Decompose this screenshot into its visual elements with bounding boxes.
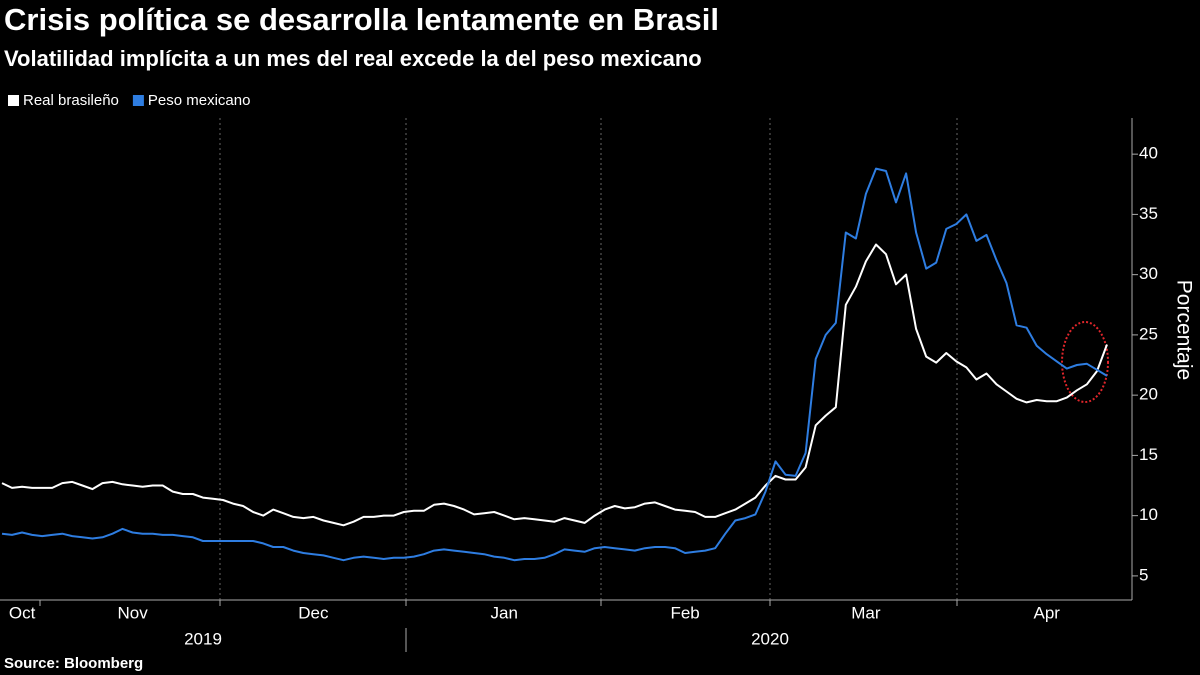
x-tick-label: Oct bbox=[9, 603, 36, 622]
legend-label: Peso mexicano bbox=[148, 92, 251, 109]
chart-title: Crisis política se desarrolla lentamente… bbox=[4, 2, 719, 37]
legend-swatch bbox=[132, 95, 144, 106]
y-tick-label: 15 bbox=[1139, 445, 1158, 464]
x-tick-label: Mar bbox=[851, 603, 881, 622]
x-tick-label: Dec bbox=[298, 603, 329, 622]
x-tick-label: Apr bbox=[1033, 603, 1060, 622]
line-series bbox=[1, 243, 1108, 527]
y-tick-label: 10 bbox=[1139, 505, 1158, 524]
y-tick-label: 35 bbox=[1139, 204, 1158, 223]
source: Source: Bloomberg bbox=[4, 655, 143, 672]
year-label: 2020 bbox=[751, 629, 789, 648]
y-axis-label: Porcentaje bbox=[1172, 280, 1195, 380]
x-tick-label: Nov bbox=[117, 603, 148, 622]
y-tick-label: 5 bbox=[1139, 565, 1148, 584]
y-tick-label: 30 bbox=[1139, 264, 1158, 283]
x-tick-label: Feb bbox=[670, 603, 699, 622]
x-axis bbox=[0, 118, 1133, 652]
line-series bbox=[1, 167, 1108, 562]
chart-subtitle: Volatilidad implícita a un mes del real … bbox=[4, 46, 702, 71]
legend-label: Real brasileño bbox=[23, 92, 119, 109]
y-tick-label: 40 bbox=[1139, 144, 1158, 163]
year-label: 2019 bbox=[184, 629, 222, 648]
y-tick-label: 25 bbox=[1139, 324, 1158, 343]
highlight-ellipse bbox=[1061, 321, 1109, 403]
x-grid bbox=[219, 118, 958, 600]
y-tick-label: 20 bbox=[1139, 385, 1158, 404]
legend-swatch bbox=[8, 95, 19, 106]
x-tick-label: Jan bbox=[491, 603, 518, 622]
